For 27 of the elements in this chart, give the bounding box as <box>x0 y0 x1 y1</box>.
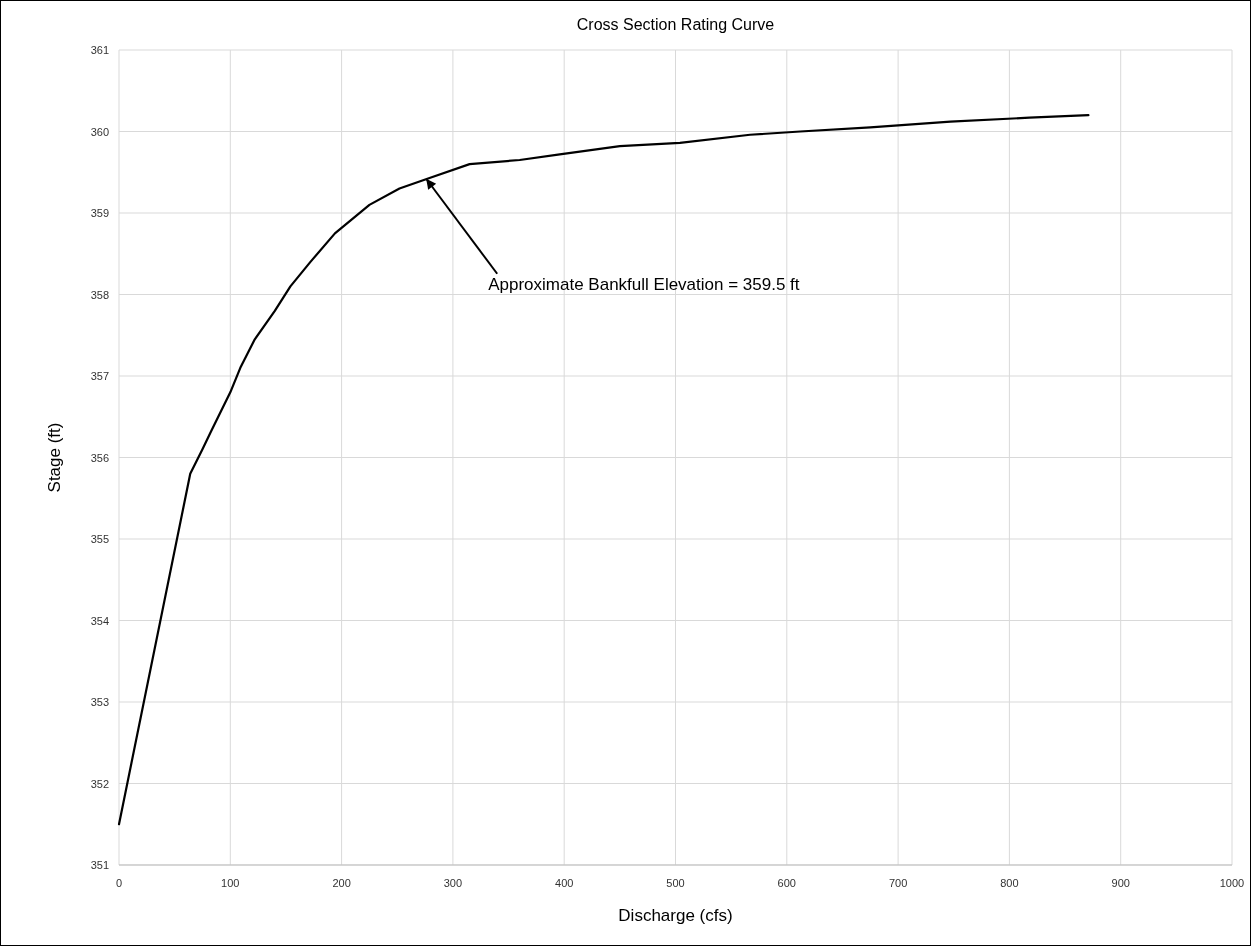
chart-title: Cross Section Rating Curve <box>576 16 775 33</box>
x-tick-label: 900 <box>1111 877 1130 889</box>
y-tick-label: 355 <box>90 533 109 545</box>
x-axis-title: Discharge (cfs) <box>618 906 733 925</box>
x-tick-label: 600 <box>777 877 796 889</box>
y-tick-label: 354 <box>90 614 109 627</box>
x-tick-label: 100 <box>221 877 240 889</box>
x-tick-label: 1000 <box>1219 877 1245 889</box>
x-tick-label: 0 <box>115 877 123 889</box>
y-tick-label: 351 <box>90 859 109 871</box>
y-tick-label: 361 <box>90 44 109 56</box>
x-tick-label: 700 <box>888 877 908 889</box>
x-tick-label: 200 <box>332 877 351 889</box>
y-tick-label: 353 <box>90 696 109 708</box>
x-tick-label: 400 <box>555 877 574 889</box>
x-tick-label: 500 <box>666 877 685 889</box>
y-tick-label: 352 <box>90 777 109 790</box>
x-tick-label: 800 <box>1000 877 1019 889</box>
y-axis-title: Stage (ft) <box>45 422 64 493</box>
y-tick-label: 359 <box>90 207 109 219</box>
y-tick-label: 358 <box>90 288 109 301</box>
annotation: Approximate Bankfull Elevation = 359.5 ft <box>488 274 800 294</box>
line-series <box>117 114 1090 826</box>
x-tick-label: 300 <box>443 877 463 889</box>
y-tick-label: 360 <box>90 125 109 138</box>
y-tick-label: 357 <box>90 370 109 382</box>
y-tick-label: 356 <box>90 451 109 464</box>
